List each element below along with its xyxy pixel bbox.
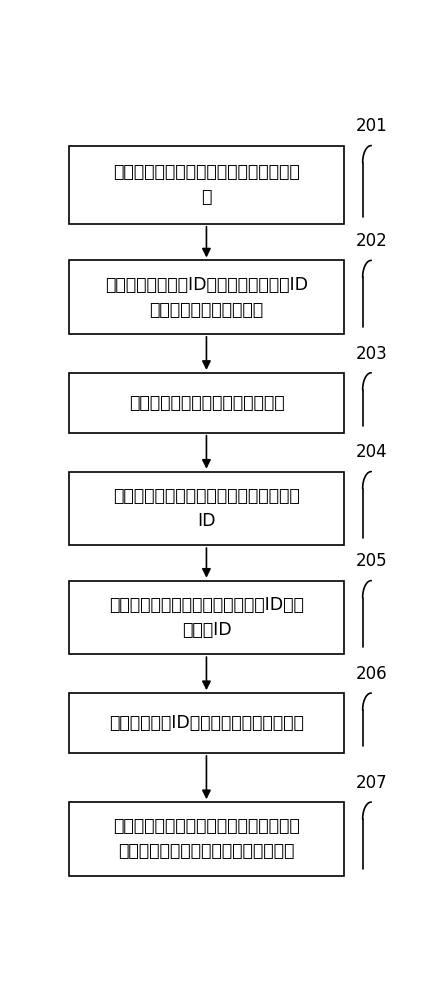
Text: 将所述插件的运行状态发送给终端，以供
终端将所述插件的运行状态呈现给用户: 将所述插件的运行状态发送给终端，以供 终端将所述插件的运行状态呈现给用户 [113, 817, 300, 860]
Bar [69, 581, 344, 654]
Bar [69, 693, 344, 753]
Text: 205: 205 [356, 552, 388, 570]
Bar [69, 373, 344, 433]
Bar [69, 260, 344, 334]
Text: 在预设的配置文件中获取所述插件ID对应
的进程ID: 在预设的配置文件中获取所述插件ID对应 的进程ID [109, 596, 304, 639]
Text: 接收终端发送的插件状态查询请求: 接收终端发送的插件状态查询请求 [128, 394, 284, 412]
Text: 206: 206 [356, 665, 388, 683]
Text: 207: 207 [356, 774, 388, 792]
Bar [69, 802, 344, 876]
Text: 204: 204 [356, 443, 388, 461]
Text: 203: 203 [356, 345, 388, 363]
Text: 根据所述进程ID获取所述插件的运行状态: 根据所述进程ID获取所述插件的运行状态 [109, 714, 304, 732]
Text: 202: 202 [356, 232, 388, 250]
Text: 在路由器上电后，根据预设的配置启动插
件: 在路由器上电后，根据预设的配置启动插 件 [113, 163, 300, 206]
Bar [69, 472, 344, 545]
Text: 将所述插件的插件ID与所述插件的进程ID
记录在预设的配置文件中: 将所述插件的插件ID与所述插件的进程ID 记录在预设的配置文件中 [105, 276, 308, 319]
Bar [69, 146, 344, 224]
Text: 201: 201 [356, 117, 388, 135]
Text: 获取所述插件状态查询请求中携带的插件
ID: 获取所述插件状态查询请求中携带的插件 ID [113, 487, 300, 530]
